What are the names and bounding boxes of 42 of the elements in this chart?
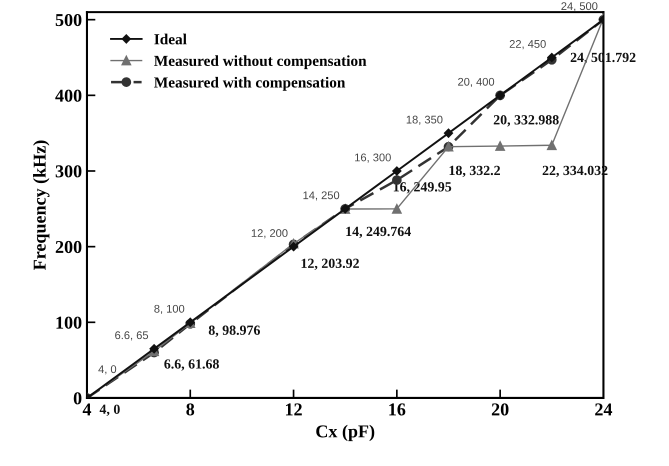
data-label: 20, 332.988 (494, 115, 559, 127)
point (392, 204, 402, 214)
data-label: 8, 100 (154, 304, 184, 314)
x-tick-label: 16 (389, 403, 406, 416)
data-label: 8, 98.976 (208, 326, 260, 337)
point (546, 140, 557, 150)
data-label: 20, 400 (458, 78, 494, 88)
legend-label: Measured with compensation (154, 76, 346, 91)
y-axis-title: Frequency (kHz) (33, 140, 50, 270)
y-tick-label: 200 (56, 240, 82, 254)
x-tick-label: 4 (82, 403, 92, 416)
legend-label: Ideal (154, 34, 187, 44)
data-label: 6.6, 65 (115, 331, 148, 340)
data-label: 18, 350 (406, 116, 443, 125)
data-label: 16, 300 (355, 154, 391, 163)
data-label: 14, 249.764 (346, 226, 411, 238)
point (547, 52, 556, 62)
point (392, 166, 402, 176)
data-label: 4, 0 (100, 404, 120, 416)
data-label: 12, 200 (252, 229, 288, 238)
x-tick-label: 20 (492, 403, 508, 416)
y-tick-label: 300 (56, 165, 82, 178)
point (288, 242, 298, 252)
data-label: 14, 250 (303, 191, 340, 201)
data-label: 18, 332.2 (450, 166, 500, 178)
data-label: 24, 500 (561, 2, 598, 12)
data-label: 12, 203.92 (302, 258, 359, 270)
y-tick-label: 500 (56, 14, 82, 26)
point (149, 344, 159, 354)
x-axis-title: Cx (pF) (316, 424, 374, 442)
point (495, 141, 506, 151)
data-label: 22, 450 (510, 40, 546, 50)
y-tick-label: 400 (55, 90, 82, 102)
point (444, 128, 454, 138)
y-tick-label: 0 (74, 392, 82, 404)
data-label: 6.6, 61.68 (164, 359, 219, 371)
y-tick-label: 100 (56, 316, 82, 329)
data-label: 4, 0 (98, 365, 116, 374)
x-tick-label: 8 (186, 403, 194, 416)
legend-label: Measured without compensation (154, 55, 366, 70)
x-tick-label: 24 (595, 403, 612, 416)
x-tick-label: 12 (286, 403, 302, 416)
